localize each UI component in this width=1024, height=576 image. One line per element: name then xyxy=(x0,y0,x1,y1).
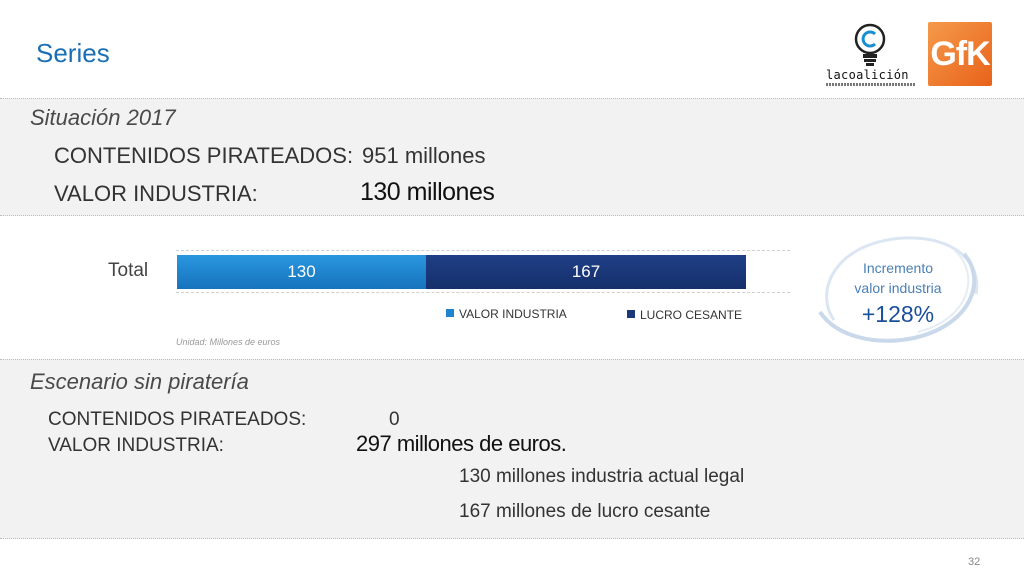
increment-badge: Incremento valor industria +128% xyxy=(814,232,982,344)
escenario-detail-legal: 130 millones industria actual legal xyxy=(459,466,745,487)
situacion-industry-value: 130 millones xyxy=(360,178,495,206)
legend-swatch-lucro-cesante xyxy=(627,310,635,318)
page-number: 32 xyxy=(968,556,981,568)
slide-title: Series xyxy=(36,38,110,68)
situacion-pirated-value: 951 millones xyxy=(362,143,486,168)
badge-line1: Incremento xyxy=(862,260,934,276)
situacion-industry-label: VALOR INDUSTRIA: xyxy=(54,181,258,206)
legend-swatch-valor-industria xyxy=(446,309,454,317)
chart-unit-note: Unidad: Millones de euros xyxy=(176,337,281,347)
situacion-heading: Situación 2017 xyxy=(30,105,176,130)
bar-label-valor-industria: 130 xyxy=(287,262,316,281)
stacked-bar-chart: Total 130 167 VALOR INDUSTRIA LUCRO CESA… xyxy=(0,220,1024,360)
badge-value: +128% xyxy=(861,301,935,327)
escenario-band xyxy=(0,359,1024,539)
logo-tagline xyxy=(826,83,916,86)
bar-label-lucro-cesante: 167 xyxy=(571,262,601,281)
legend-lucro-cesante: LUCRO CESANTE xyxy=(627,308,742,322)
gfk-logo: GfK xyxy=(928,22,992,86)
legend-label-lucro-cesante: LUCRO CESANTE xyxy=(640,308,743,322)
escenario-pirated-value: 0 xyxy=(389,409,400,430)
escenario-industry-label: VALOR INDUSTRIA: xyxy=(48,435,224,456)
escenario-detail-lucro: 167 millones de lucro cesante xyxy=(459,501,711,522)
escenario-industry-value: 297 millones de euros. xyxy=(356,431,567,456)
lacoalicion-wordmark: lacoalición xyxy=(826,68,909,82)
bar-lucro-cesante: 167 xyxy=(426,255,746,289)
chart-gridline-top xyxy=(176,250,790,251)
bar-valor-industria: 130 xyxy=(177,255,427,289)
legend-valor-industria: VALOR INDUSTRIA xyxy=(446,307,567,321)
lacoalicion-logo: lacoalición xyxy=(826,22,916,88)
escenario-heading: Escenario sin piratería xyxy=(30,369,249,394)
category-label-total: Total xyxy=(108,260,149,281)
badge-circle-swoosh xyxy=(818,236,979,343)
chart-gridline-bottom xyxy=(176,292,790,293)
escenario-pirated-label: CONTENIDOS PIRATEADOS: xyxy=(48,409,307,430)
badge-line2: valor industria xyxy=(854,280,942,296)
situacion-pirated-label: CONTENIDOS PIRATEADOS: xyxy=(54,143,354,168)
situacion-band xyxy=(0,98,1024,216)
lightbulb-icon xyxy=(854,23,886,66)
legend-label-valor-industria: VALOR INDUSTRIA xyxy=(459,307,567,321)
